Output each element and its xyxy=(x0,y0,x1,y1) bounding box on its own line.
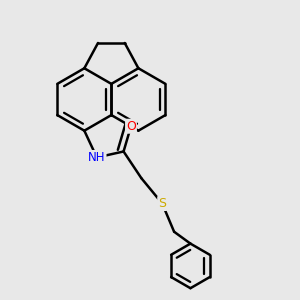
Text: S: S xyxy=(158,197,166,210)
Text: O: O xyxy=(126,120,136,133)
Text: NH: NH xyxy=(88,151,106,164)
